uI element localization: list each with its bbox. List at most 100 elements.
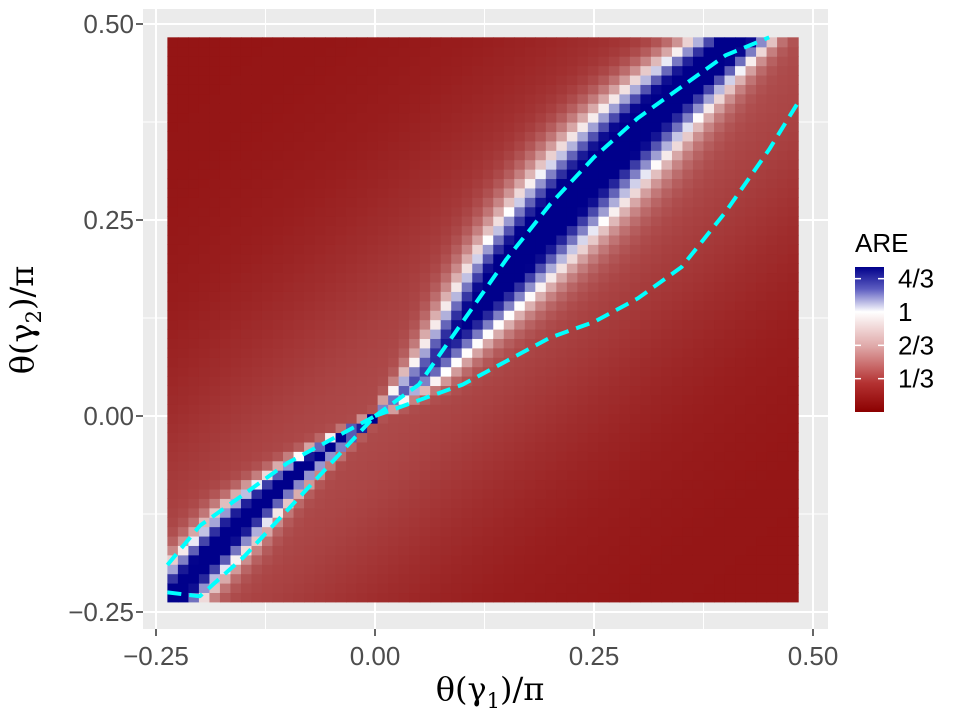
heatmap-cell — [756, 216, 768, 227]
heatmap-cell — [167, 517, 179, 528]
heatmap-cell — [566, 272, 578, 283]
heatmap-cell — [587, 112, 599, 123]
heatmap-cell — [356, 441, 368, 452]
heatmap-cell — [419, 206, 431, 217]
heatmap-cell — [409, 225, 421, 236]
heatmap-cell — [283, 187, 295, 198]
heatmap-cell — [629, 225, 642, 236]
heatmap-cell — [535, 441, 547, 452]
heatmap-cell — [608, 225, 621, 236]
heatmap-cell — [325, 545, 337, 556]
heatmap-cell — [671, 169, 684, 180]
heatmap-cell — [524, 150, 536, 161]
heatmap-cell — [398, 394, 410, 405]
heatmap-cell — [714, 244, 726, 255]
heatmap-cell — [398, 376, 410, 387]
heatmap-cell — [419, 413, 431, 424]
heatmap-cell — [314, 216, 326, 227]
heatmap-cell — [787, 498, 799, 509]
heatmap-cell — [283, 385, 295, 396]
heatmap-cell — [177, 488, 190, 499]
heatmap-cell — [398, 535, 410, 546]
heatmap-cell — [461, 253, 473, 264]
heatmap-cell — [671, 357, 684, 368]
heatmap-cell — [650, 357, 663, 368]
heatmap-cell — [388, 423, 400, 434]
heatmap-cell — [587, 470, 599, 481]
heatmap-cell — [314, 131, 326, 142]
heatmap-cell — [724, 216, 736, 227]
heatmap-cell — [587, 517, 599, 528]
heatmap-cell — [209, 582, 221, 594]
heatmap-cell — [682, 441, 694, 452]
heatmap-cell — [283, 37, 295, 48]
heatmap-cell — [430, 507, 442, 518]
heatmap-cell — [661, 56, 673, 67]
heatmap-cell — [714, 357, 726, 368]
heatmap-cell — [703, 225, 715, 236]
heatmap-cell — [619, 56, 631, 67]
heatmap-cell — [587, 347, 599, 358]
heatmap-cell — [714, 140, 726, 151]
heatmap-cell — [577, 338, 589, 349]
heatmap-cell — [493, 84, 505, 95]
heatmap-cell — [787, 517, 799, 528]
heatmap-cell — [756, 564, 768, 575]
heatmap-cell — [398, 253, 410, 264]
heatmap-cell — [240, 498, 253, 509]
heatmap-cell — [503, 451, 515, 462]
heatmap-cell — [177, 394, 190, 405]
heatmap-cell — [777, 423, 789, 434]
heatmap-cell — [177, 93, 190, 104]
heatmap-cell — [346, 122, 358, 133]
heatmap-cell — [482, 432, 494, 443]
heatmap-cell — [167, 263, 179, 274]
heatmap-cell — [598, 65, 610, 76]
heatmap-cell — [766, 394, 778, 405]
heatmap-cell — [524, 460, 536, 471]
heatmap-cell — [230, 140, 242, 151]
heatmap-cell — [388, 554, 400, 565]
heatmap-cell — [577, 65, 589, 76]
heatmap-cell — [577, 84, 589, 95]
heatmap-cell — [472, 554, 484, 565]
heatmap-cell — [272, 347, 284, 358]
heatmap-cell — [377, 300, 389, 311]
heatmap-cell — [619, 564, 631, 575]
heatmap-cell — [587, 564, 599, 575]
heatmap-cell — [787, 526, 799, 537]
heatmap-cell — [440, 441, 452, 452]
heatmap-cell — [608, 150, 621, 161]
heatmap-cell — [356, 366, 368, 377]
heatmap-cell — [493, 281, 505, 292]
heatmap-cell — [629, 150, 642, 161]
heatmap-cell — [335, 244, 347, 255]
heatmap-cell — [198, 74, 211, 85]
heatmap-cell — [272, 112, 284, 123]
heatmap-cell — [188, 535, 200, 546]
legend-label: 1 — [898, 297, 912, 327]
heatmap-cell — [682, 413, 694, 424]
heatmap-cell — [440, 140, 452, 151]
heatmap-cell — [671, 385, 684, 396]
heatmap-cell — [398, 338, 410, 349]
heatmap-cell — [535, 159, 547, 170]
heatmap-cell — [283, 169, 295, 180]
heatmap-cell — [598, 470, 610, 481]
heatmap-cell — [724, 592, 736, 603]
heatmap-cell — [608, 545, 621, 556]
heatmap-cell — [367, 272, 379, 283]
heatmap-cell — [272, 507, 284, 518]
heatmap-cell — [524, 470, 536, 481]
heatmap-cell — [735, 93, 747, 104]
heatmap-cell — [671, 46, 684, 57]
heatmap-cell — [409, 404, 421, 415]
heatmap-cell — [198, 385, 211, 396]
heatmap-cell — [314, 573, 326, 584]
heatmap-cell — [619, 432, 631, 443]
heatmap-cell — [293, 263, 305, 274]
heatmap-cell — [188, 564, 200, 575]
heatmap-cell — [556, 310, 568, 321]
heatmap-cell — [451, 103, 463, 114]
